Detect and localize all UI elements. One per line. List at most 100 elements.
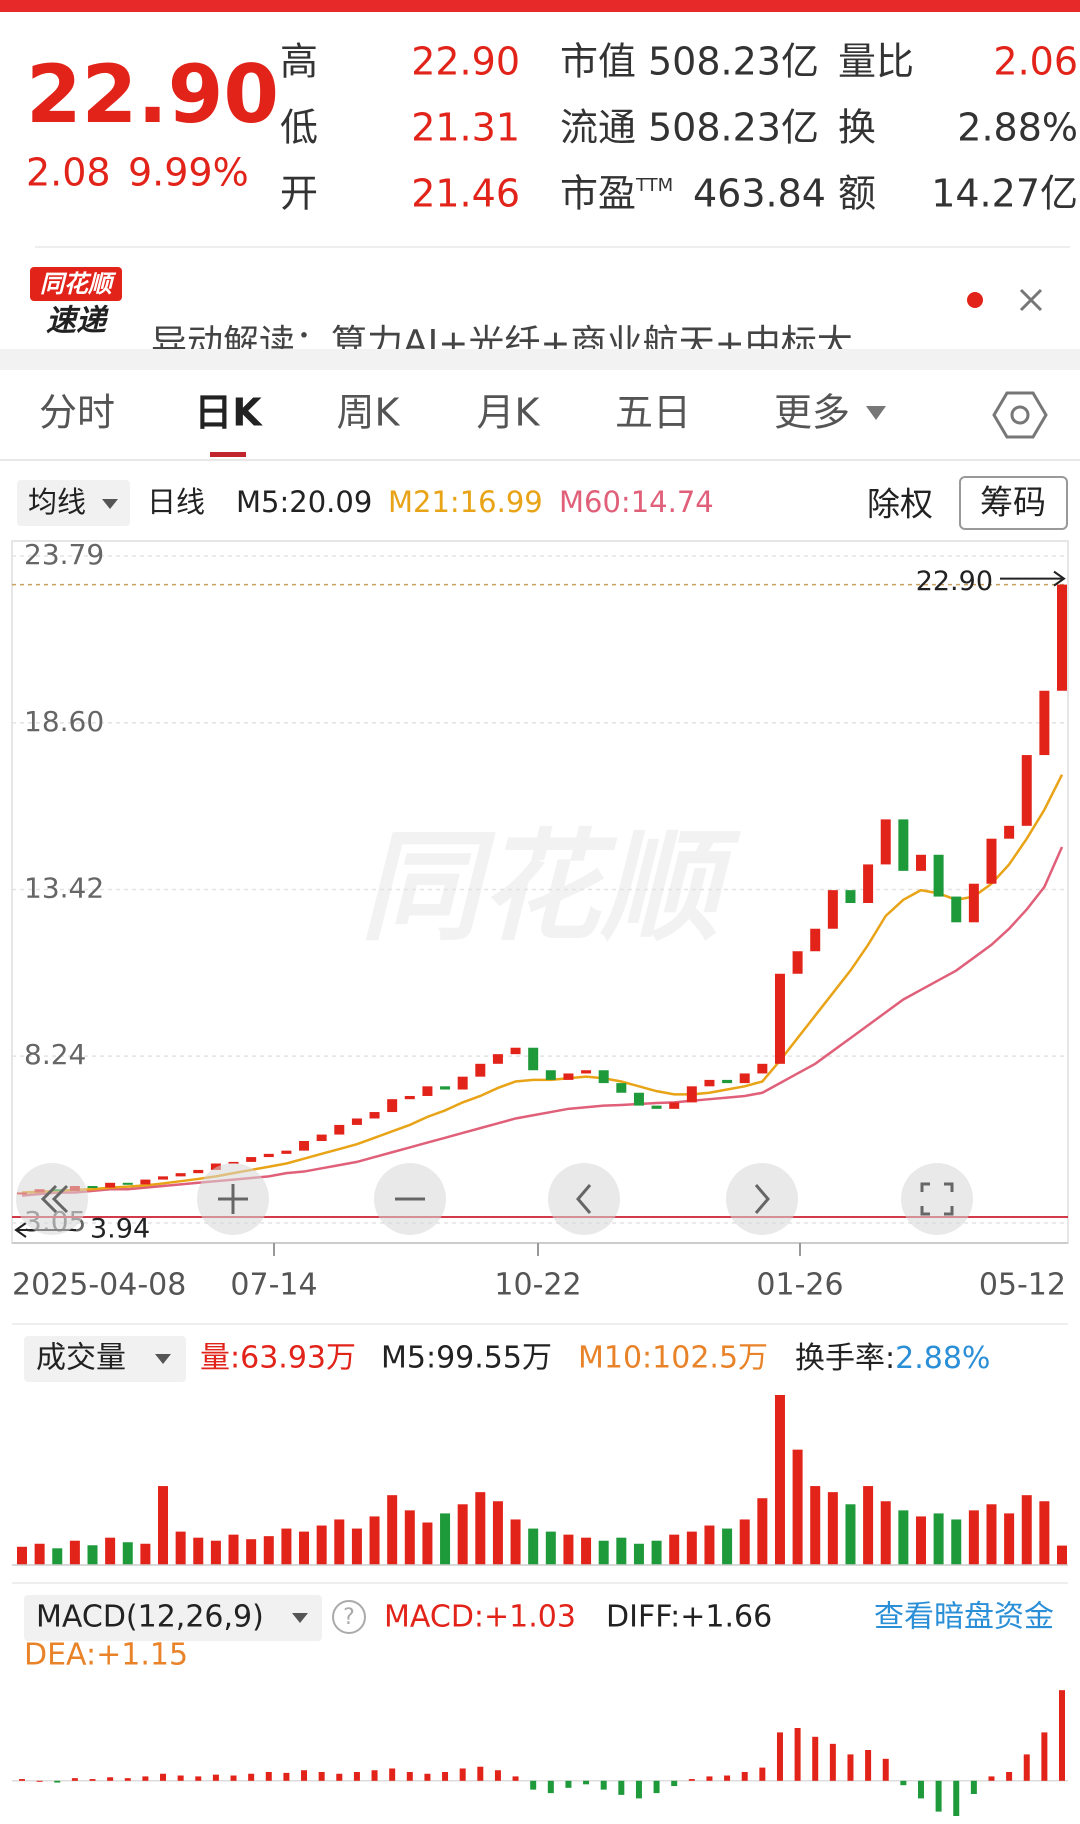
macd-bar bbox=[477, 1766, 484, 1781]
macd-bar bbox=[953, 1780, 960, 1816]
adjust[interactable]: 除权 bbox=[867, 485, 933, 524]
macd-bar bbox=[160, 1773, 167, 1781]
macd-bar bbox=[724, 1775, 731, 1781]
unread-dot bbox=[967, 292, 983, 308]
candle bbox=[1021, 755, 1032, 826]
macd-bar bbox=[107, 1777, 114, 1781]
candle bbox=[633, 1092, 644, 1106]
macd-bar bbox=[776, 1732, 783, 1781]
tab[interactable]: 更多 bbox=[774, 391, 850, 435]
volume-bar bbox=[510, 1519, 521, 1565]
menu-box[interactable] bbox=[17, 480, 130, 526]
volume-bar bbox=[246, 1539, 257, 1565]
macd-bar bbox=[230, 1775, 237, 1781]
nav-button[interactable] bbox=[726, 1163, 798, 1235]
value: 463.84 bbox=[693, 172, 826, 216]
candle bbox=[351, 1118, 362, 1125]
menu-box[interactable] bbox=[24, 1595, 322, 1641]
turnover-value: 2.88% bbox=[895, 1341, 990, 1376]
volume-bar bbox=[616, 1537, 627, 1565]
label: 低 bbox=[280, 106, 318, 150]
macd-bar bbox=[829, 1743, 836, 1781]
volume-bar bbox=[105, 1537, 116, 1565]
ma21-label: M21:16.99 bbox=[388, 485, 543, 519]
icon bbox=[218, 1184, 248, 1214]
banner-text: 异动解读：算力AI+光纤+商业航天+中标大 bbox=[151, 323, 853, 364]
candle bbox=[492, 1054, 503, 1064]
candle bbox=[334, 1124, 345, 1135]
candle bbox=[651, 1105, 662, 1109]
tab[interactable]: 分时 bbox=[39, 391, 115, 435]
volume-bar bbox=[492, 1501, 503, 1565]
tab[interactable]: 月K bbox=[477, 391, 541, 435]
tab-active[interactable]: 日K bbox=[194, 391, 263, 435]
volume-bar bbox=[792, 1449, 803, 1565]
volume-bar bbox=[475, 1492, 486, 1565]
banner[interactable]: 同花顺 速递 异动解读：算力AI+光纤+商业航天+中标大 bbox=[30, 267, 1043, 364]
macd-bar bbox=[1059, 1690, 1065, 1781]
dark-pool-link[interactable]: 查看暗盘资金 bbox=[874, 1600, 1054, 1635]
volume-bar bbox=[739, 1519, 750, 1565]
macd-bar bbox=[741, 1772, 748, 1781]
help-circle[interactable] bbox=[332, 1600, 366, 1634]
candle bbox=[475, 1063, 486, 1077]
macd-bar bbox=[371, 1770, 378, 1781]
volume-bar bbox=[87, 1545, 98, 1565]
volume-bar bbox=[351, 1528, 362, 1565]
candle bbox=[387, 1099, 398, 1113]
help[interactable]: ? bbox=[343, 1605, 355, 1630]
volume-bar bbox=[757, 1498, 768, 1565]
candle bbox=[933, 854, 944, 897]
volume-bar bbox=[52, 1548, 63, 1565]
value: 508.23亿 bbox=[648, 40, 819, 84]
ma5-label: M5:20.09 bbox=[236, 485, 372, 519]
candle bbox=[810, 928, 821, 952]
settings-icon[interactable] bbox=[992, 391, 1048, 439]
candle bbox=[140, 1179, 151, 1185]
value: 2.06 bbox=[993, 40, 1078, 84]
macd-bar bbox=[442, 1772, 449, 1781]
macd-bar bbox=[600, 1780, 607, 1790]
nav-button[interactable] bbox=[548, 1163, 620, 1235]
candle bbox=[792, 951, 803, 974]
volume-bar bbox=[986, 1504, 997, 1565]
price: 22.90 bbox=[26, 48, 279, 141]
ma-menu[interactable]: 均线 bbox=[28, 485, 86, 519]
nav-button[interactable] bbox=[901, 1163, 973, 1235]
volume-bar bbox=[633, 1543, 644, 1565]
separator bbox=[0, 349, 1080, 370]
icon bbox=[576, 1184, 592, 1214]
volume-bar bbox=[898, 1510, 909, 1565]
macd-bar bbox=[494, 1770, 501, 1781]
label: 量比 bbox=[838, 40, 914, 84]
chips-button[interactable] bbox=[959, 476, 1068, 530]
macd-bar bbox=[177, 1775, 184, 1781]
macd-bar bbox=[847, 1754, 854, 1781]
value: 508.23亿 bbox=[648, 106, 819, 150]
volume-bar bbox=[722, 1528, 733, 1565]
candle bbox=[845, 890, 856, 904]
change: 2.08 bbox=[26, 151, 111, 195]
period: 日线 bbox=[147, 485, 205, 519]
menu-box[interactable] bbox=[24, 1336, 186, 1382]
volume-bar bbox=[281, 1528, 292, 1565]
macd-bar bbox=[1023, 1754, 1030, 1781]
tab[interactable]: 五日 bbox=[615, 391, 691, 435]
candle bbox=[510, 1047, 521, 1055]
volume-bar bbox=[34, 1543, 45, 1565]
tab[interactable]: 周K bbox=[337, 391, 401, 435]
volume-menu[interactable]: 成交量 bbox=[36, 1341, 126, 1376]
macd-bar bbox=[865, 1750, 872, 1781]
candle bbox=[669, 1102, 680, 1109]
macd-menu[interactable]: MACD(12,26,9) bbox=[36, 1600, 264, 1635]
candle bbox=[774, 973, 785, 1064]
label: 流通 bbox=[560, 106, 636, 150]
close-icon[interactable] bbox=[1019, 288, 1043, 312]
macd-bar bbox=[688, 1779, 695, 1781]
chips[interactable]: 筹码 bbox=[980, 483, 1046, 522]
candle bbox=[440, 1086, 451, 1090]
volume-bar bbox=[810, 1486, 821, 1565]
macd-bar bbox=[318, 1772, 325, 1781]
candle bbox=[263, 1153, 274, 1158]
candle bbox=[316, 1134, 327, 1141]
